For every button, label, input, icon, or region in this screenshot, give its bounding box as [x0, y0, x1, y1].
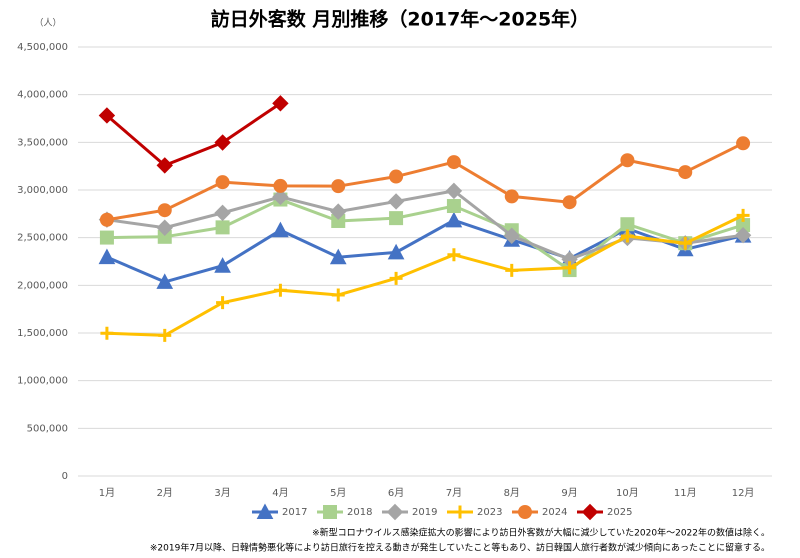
x-tick-label: 12月 — [732, 487, 755, 499]
y-tick-label: 1,500,000 — [17, 328, 68, 339]
legend-label: 2019 — [412, 507, 437, 518]
data-point — [445, 211, 463, 228]
legend-marker — [453, 505, 467, 519]
data-point — [736, 208, 750, 222]
y-tick-label: 4,000,000 — [17, 90, 68, 101]
legend-label: 2017 — [282, 507, 307, 518]
data-point — [387, 193, 405, 210]
x-tick-label: 11月 — [674, 487, 697, 499]
y-axis-unit: （人） — [34, 18, 61, 29]
x-tick-label: 6月 — [388, 487, 404, 499]
data-point — [445, 182, 463, 200]
data-point — [98, 107, 116, 124]
footnote: ※2019年7月以降、日韓情勢悪化等により訪日旅行を控える動きが発生していたこと… — [150, 542, 770, 554]
data-point — [504, 189, 519, 204]
data-point — [214, 204, 231, 222]
x-tick-label: 2月 — [157, 487, 173, 499]
legend-marker — [256, 503, 274, 519]
series-line — [106, 189, 744, 261]
data-point — [503, 227, 520, 244]
data-point — [215, 175, 230, 190]
data-point — [329, 248, 347, 265]
data-point — [272, 188, 289, 206]
data-point — [505, 263, 519, 277]
data-point — [387, 243, 405, 260]
data-point — [734, 226, 752, 244]
footnote: ※新型コロナウイルス感染症拡大の影響により訪日外客数が大幅に減少していた2020… — [312, 527, 770, 539]
data-point — [678, 165, 693, 180]
y-tick-label: 1,000,000 — [17, 376, 68, 387]
data-point — [389, 211, 404, 226]
data-point — [216, 296, 230, 310]
data-point — [736, 136, 751, 151]
data-point — [273, 178, 288, 193]
data-point — [158, 328, 172, 342]
legend-label: 2024 — [542, 507, 567, 518]
chart-title: 訪日外客数 月別推移（2017年～2025年） — [211, 8, 589, 31]
y-tick-label: 3,500,000 — [17, 137, 68, 148]
data-point — [678, 236, 692, 250]
x-tick-label: 10月 — [616, 487, 639, 499]
y-tick-label: 2,500,000 — [17, 233, 68, 244]
x-tick-label: 7月 — [446, 487, 462, 499]
data-point — [620, 153, 635, 168]
data-point — [214, 134, 231, 151]
legend-label: 2018 — [347, 507, 372, 518]
data-point — [331, 288, 345, 302]
legend-marker — [518, 505, 532, 519]
data-point — [563, 261, 577, 275]
y-tick-label: 3,000,000 — [17, 185, 68, 196]
data-point — [99, 212, 114, 227]
legend-label: 2025 — [607, 507, 632, 518]
series-line — [106, 197, 744, 272]
legend-marker — [386, 503, 404, 521]
series-line — [106, 218, 744, 284]
legend-marker — [581, 503, 599, 521]
x-tick-label: 5月 — [330, 487, 346, 499]
data-point — [98, 248, 116, 265]
data-point — [157, 203, 172, 218]
data-point — [100, 326, 114, 340]
x-tick-label: 3月 — [214, 487, 230, 499]
data-point — [562, 195, 577, 210]
data-point — [272, 95, 289, 112]
data-point — [389, 271, 403, 285]
y-tick-label: 4,500,000 — [17, 42, 68, 53]
legend-label: 2023 — [477, 507, 502, 518]
data-point — [389, 169, 404, 184]
series-line — [105, 102, 282, 168]
data-point — [156, 219, 173, 236]
y-tick-label: 500,000 — [27, 423, 68, 434]
data-point — [446, 155, 461, 170]
y-tick-label: 0 — [62, 471, 68, 482]
x-tick-label: 1月 — [99, 487, 115, 499]
data-point — [620, 217, 635, 232]
data-point — [331, 179, 346, 194]
data-point — [446, 199, 461, 214]
x-tick-label: 9月 — [561, 487, 577, 499]
data-point — [620, 229, 634, 243]
y-tick-label: 2,000,000 — [17, 280, 68, 291]
data-point — [272, 221, 289, 238]
data-point — [214, 257, 231, 273]
series-line — [106, 214, 744, 337]
data-point — [156, 273, 174, 289]
series-line — [106, 141, 744, 222]
data-point — [273, 283, 287, 297]
data-point — [447, 248, 461, 262]
data-point — [99, 230, 114, 245]
legend-marker — [323, 505, 337, 519]
data-point — [330, 203, 347, 220]
x-tick-label: 4月 — [272, 487, 288, 499]
data-point — [156, 157, 173, 174]
x-tick-label: 8月 — [504, 487, 520, 499]
data-point — [215, 220, 230, 235]
